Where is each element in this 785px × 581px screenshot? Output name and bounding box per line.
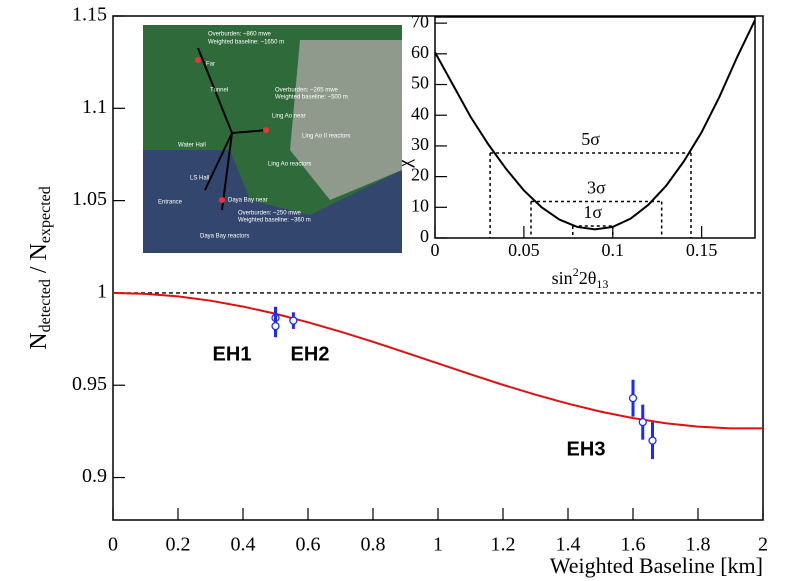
x-tick-label: 0.1 bbox=[602, 240, 625, 260]
x-tick-label: 0.8 bbox=[361, 534, 386, 556]
map-label: Daya Bay reactors bbox=[200, 234, 249, 240]
map-label: Weighted baseline: ~1650 m bbox=[208, 40, 284, 46]
map-label: Overburden: ~265 mwe bbox=[275, 88, 339, 94]
x-tick-label: 1.4 bbox=[556, 534, 581, 556]
y-label-part: N bbox=[26, 332, 52, 349]
y-label-part: detected bbox=[37, 279, 54, 332]
y-tick-label: 1.1 bbox=[82, 96, 107, 118]
inset-x-part: sin bbox=[552, 268, 573, 288]
site-map bbox=[143, 25, 402, 253]
inset-frame bbox=[434, 16, 756, 239]
map-label: Water Hall bbox=[178, 143, 206, 149]
y-label-part: expected bbox=[37, 186, 54, 243]
x-tick-label: 1.2 bbox=[491, 534, 516, 556]
site-label: EH2 bbox=[291, 343, 330, 365]
map-sea bbox=[143, 150, 402, 253]
x-tick-label: 1 bbox=[433, 534, 443, 556]
x-tick-label: 0 bbox=[431, 240, 440, 260]
map-tunnel bbox=[197, 47, 269, 211]
map-site bbox=[195, 57, 201, 63]
x-tick-label: 0.4 bbox=[231, 534, 256, 556]
map-site bbox=[219, 197, 225, 203]
y-tick-label: 0.95 bbox=[72, 373, 107, 395]
y-tick-label: 1.15 bbox=[72, 4, 107, 26]
x-tick-label: 0.6 bbox=[296, 534, 321, 556]
data-point bbox=[648, 436, 657, 445]
y-tick-label: 1.05 bbox=[72, 188, 107, 210]
y-tick-label: 20 bbox=[411, 165, 429, 185]
map-label: Weighted baseline: ~360 m bbox=[238, 218, 311, 224]
map-site bbox=[263, 127, 269, 133]
x-tick-label: 0 bbox=[108, 534, 118, 556]
data-point bbox=[271, 322, 280, 331]
y-axis-title: Ndetected / Nexpected bbox=[26, 186, 54, 350]
inset-x-part: 13 bbox=[596, 277, 608, 291]
y-tick-label: 0 bbox=[420, 226, 429, 246]
inset-x-title: sin22θ13 bbox=[552, 265, 609, 291]
x-tick-label: 2 bbox=[758, 534, 768, 556]
data-point bbox=[638, 418, 647, 427]
y-tick-label: 70 bbox=[411, 11, 429, 31]
sigma-label: 1σ bbox=[583, 202, 602, 222]
map-label: Overburden: ~250 mwe bbox=[238, 211, 302, 217]
y-tick-label: 40 bbox=[411, 103, 429, 123]
inset-x-part: 2θ bbox=[579, 268, 597, 288]
map-label: Ling Ao II reactors bbox=[302, 134, 350, 140]
sigma-label: 3σ bbox=[587, 178, 606, 198]
map-label: Daya Bay near bbox=[228, 198, 268, 204]
x-tick-label: 0.05 bbox=[508, 240, 540, 260]
map-label: LS Hall bbox=[190, 176, 209, 182]
map-town bbox=[290, 40, 402, 200]
curve bbox=[434, 19, 756, 231]
site-label: EH1 bbox=[213, 343, 252, 365]
map-label: Weighted baseline: ~500 m bbox=[275, 95, 348, 101]
y-tick-label: 60 bbox=[411, 42, 429, 62]
curve bbox=[112, 291, 763, 430]
y-tick-label: 30 bbox=[411, 134, 429, 154]
map-label: Overburden: ~860 mwe bbox=[208, 32, 272, 38]
y-tick-label: 10 bbox=[411, 195, 429, 215]
x-tick-label: 0.2 bbox=[166, 534, 191, 556]
map-label: Far bbox=[206, 62, 215, 68]
data-point bbox=[289, 316, 298, 325]
y-tick-label: 50 bbox=[411, 73, 429, 93]
y-label-part: / N bbox=[26, 243, 52, 279]
data-point bbox=[628, 394, 638, 403]
map-label: Tunnel bbox=[210, 88, 228, 94]
x-tick-label: 1.8 bbox=[686, 534, 711, 556]
y-tick-label: 0.9 bbox=[82, 465, 107, 487]
x-tick-label: 1.6 bbox=[621, 534, 646, 556]
map-label: Entrance bbox=[158, 200, 183, 206]
x-tick-label: 0.15 bbox=[686, 240, 718, 260]
inset-y-part: χ bbox=[393, 159, 415, 169]
x-axis-title: Weighted Baseline [km] bbox=[550, 553, 763, 578]
map-label: Ling Ao near bbox=[272, 114, 306, 120]
inset-x-part: 2 bbox=[573, 265, 579, 279]
map-label: Ling Ao reactors bbox=[268, 162, 311, 168]
site-label: EH3 bbox=[567, 438, 606, 460]
sigma-label: 5σ bbox=[581, 129, 600, 149]
y-tick-label: 1 bbox=[97, 281, 107, 303]
